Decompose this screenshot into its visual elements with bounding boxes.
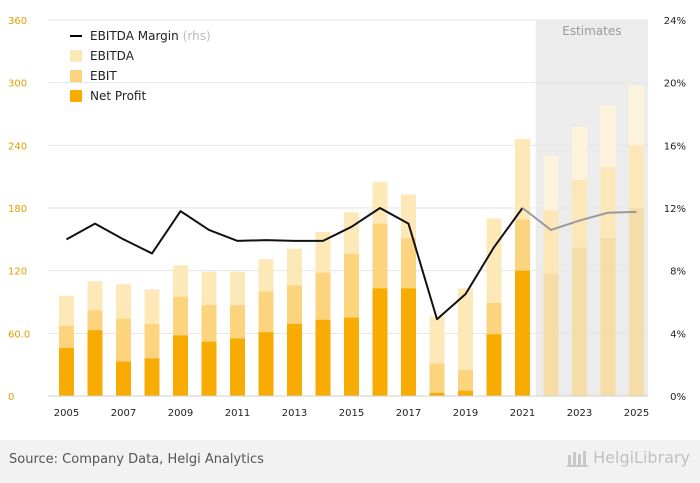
bar-ebitda bbox=[458, 288, 473, 396]
legend-item-ebit: EBIT bbox=[70, 66, 211, 86]
bar-net-profit bbox=[543, 273, 559, 396]
bar-net-profit bbox=[173, 335, 188, 396]
chart: Estimates 0 60.0 120 180 240 300 360 0% 4% 8% 12% 16… bbox=[8, 16, 686, 419]
bar-net-profit bbox=[144, 358, 160, 396]
logo-text: HelgiLibrary bbox=[593, 448, 690, 467]
x-tick-label: 2021 bbox=[510, 408, 535, 419]
bar-net-profit bbox=[458, 390, 473, 396]
legend-rhs-suffix: (rhs) bbox=[182, 29, 211, 43]
legend-line-icon bbox=[70, 35, 82, 37]
x-tick-label: 2019 bbox=[453, 408, 478, 419]
ebitda-margin-line bbox=[66, 207, 524, 321]
bar-net-profit bbox=[315, 319, 331, 396]
source-text: Source: Company Data, Helgi Analytics bbox=[9, 452, 264, 467]
bar-net-profit bbox=[486, 334, 502, 396]
bar-ebit bbox=[458, 369, 473, 396]
legend-label-ebitda-margin: EBITDA Margin bbox=[90, 29, 179, 43]
bar-net-profit bbox=[59, 347, 74, 396]
y-right-tick-label: 4% bbox=[670, 329, 686, 340]
legend-label-ebitda: EBITDA bbox=[90, 49, 134, 63]
bar-net-profit bbox=[600, 238, 616, 396]
ebitda-margin-line-estimate bbox=[521, 207, 637, 231]
y-left-tick-label: 360 bbox=[8, 16, 27, 27]
x-tick-label: 2025 bbox=[624, 408, 649, 419]
legend: EBITDA Margin (rhs) EBITDA EBIT Net Prof… bbox=[70, 26, 211, 106]
legend-swatch-net-profit bbox=[70, 90, 82, 102]
bar-net-profit bbox=[344, 317, 359, 396]
bar-net-profit bbox=[201, 341, 217, 396]
x-tick-label: 2011 bbox=[225, 408, 250, 419]
legend-label-ebit: EBIT bbox=[90, 69, 117, 83]
bar-net-profit bbox=[372, 288, 388, 396]
x-tick-label: 2009 bbox=[168, 408, 193, 419]
y-right-tick-label: 0% bbox=[670, 392, 686, 403]
y-right-tick-label: 16% bbox=[664, 141, 686, 152]
y-left-tick-label: 60.0 bbox=[8, 329, 30, 340]
bar-net-profit bbox=[629, 208, 644, 396]
bar-net-profit bbox=[515, 270, 530, 396]
y-left-tick-label: 300 bbox=[8, 79, 27, 90]
legend-item-net-profit: Net Profit bbox=[70, 86, 211, 106]
bar-net-profit bbox=[401, 288, 416, 396]
bar-net-profit bbox=[116, 361, 131, 396]
bar-net-profit bbox=[287, 323, 302, 396]
bar-net-profit bbox=[429, 392, 445, 396]
legend-label-net-profit: Net Profit bbox=[90, 89, 147, 103]
x-tick-label: 2015 bbox=[339, 408, 364, 419]
y-left-tick-label: 0 bbox=[8, 392, 14, 403]
bar-net-profit bbox=[230, 338, 245, 396]
y-left-tick-label: 240 bbox=[8, 141, 27, 152]
footer: Source: Company Data, Helgi Analytics He… bbox=[0, 440, 700, 483]
x-tick-label: 2007 bbox=[111, 408, 136, 419]
bar-net-profit bbox=[87, 330, 103, 396]
library-icon bbox=[567, 450, 589, 467]
bar-ebit bbox=[429, 363, 445, 396]
bar-net-profit bbox=[572, 247, 587, 396]
y-right-tick-label: 12% bbox=[664, 204, 686, 215]
legend-item-ebitda-margin: EBITDA Margin (rhs) bbox=[70, 26, 211, 46]
y-right-tick-label: 20% bbox=[664, 79, 686, 90]
y-right-tick-label: 24% bbox=[664, 16, 686, 27]
y-right-tick-label: 8% bbox=[670, 267, 686, 278]
legend-item-ebitda: EBITDA bbox=[70, 46, 211, 66]
y-left-tick-label: 180 bbox=[8, 204, 27, 215]
x-tick-label: 2023 bbox=[567, 408, 592, 419]
legend-swatch-ebit bbox=[70, 70, 82, 82]
estimates-label: Estimates bbox=[562, 24, 621, 38]
y-left-tick-label: 120 bbox=[8, 267, 27, 278]
x-tick-label: 2017 bbox=[396, 408, 421, 419]
bar-net-profit bbox=[258, 332, 274, 396]
logo[interactable]: HelgiLibrary bbox=[567, 448, 690, 467]
x-tick-label: 2005 bbox=[54, 408, 79, 419]
legend-swatch-ebitda bbox=[70, 50, 82, 62]
x-tick-label: 2013 bbox=[282, 408, 307, 419]
